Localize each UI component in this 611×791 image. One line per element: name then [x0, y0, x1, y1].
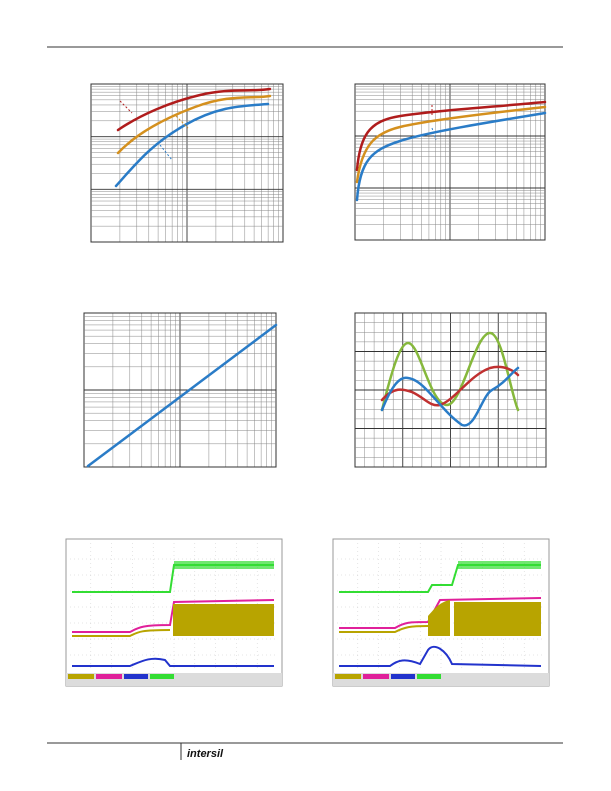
- callout: [119, 100, 133, 114]
- trace-band: [428, 600, 450, 636]
- callout: [175, 115, 189, 129]
- trace: [72, 629, 171, 637]
- trace-band: [174, 561, 274, 569]
- trace: [72, 599, 275, 633]
- graph-4-curves: [380, 331, 520, 427]
- channel-chip: [124, 674, 148, 679]
- trace-band: [173, 604, 274, 636]
- trace: [339, 625, 429, 633]
- trace: [339, 597, 542, 629]
- trace: [72, 657, 274, 667]
- curve: [355, 111, 547, 202]
- channel-chip: [417, 674, 441, 679]
- channel-chip: [96, 674, 122, 679]
- curve: [380, 331, 520, 412]
- curve: [355, 100, 547, 172]
- graph-grids: [65, 83, 550, 687]
- graph-1-curves: [114, 87, 272, 188]
- curve: [116, 94, 272, 155]
- scope-2: [333, 561, 549, 686]
- curve: [116, 87, 272, 132]
- trace: [339, 645, 542, 667]
- curve: [380, 366, 520, 427]
- channel-chip: [363, 674, 389, 679]
- curve: [355, 105, 547, 184]
- logo: intersil: [187, 748, 224, 760]
- channel-chip: [150, 674, 174, 679]
- curve: [86, 323, 278, 468]
- channel-chip: [391, 674, 415, 679]
- channel-chip: [335, 674, 361, 679]
- trace-band: [458, 561, 541, 569]
- callout: [159, 144, 173, 161]
- graph-2-curves: [355, 100, 547, 202]
- trace-band: [454, 602, 541, 636]
- channel-chip: [68, 674, 94, 679]
- scope-1: [66, 561, 282, 686]
